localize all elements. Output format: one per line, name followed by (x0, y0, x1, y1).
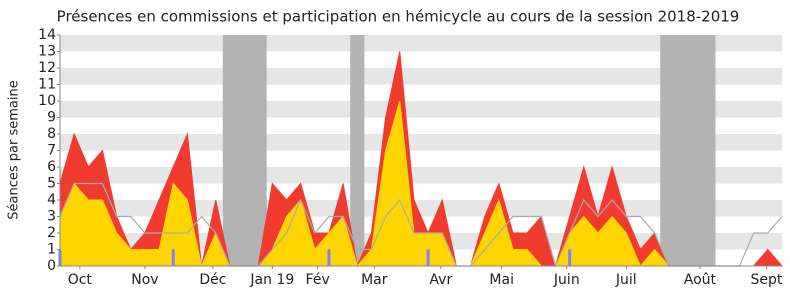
x-tick-label: Août (684, 272, 717, 288)
y-axis-label: Séances par semaine (7, 80, 22, 219)
bar (426, 249, 430, 266)
y-tick-label: 6 (47, 159, 56, 175)
x-tick-label: Avr (429, 272, 452, 288)
y-tick-label: 13 (38, 44, 56, 60)
bar (171, 249, 175, 266)
x-tick-label: Juin (553, 272, 580, 288)
y-tick-label: 5 (47, 176, 56, 192)
bar (568, 249, 572, 266)
y-tick-label: 14 (38, 27, 56, 43)
vacation-band (350, 35, 365, 266)
y-tick-label: 2 (47, 225, 56, 241)
x-tick-label: Fév (306, 272, 330, 288)
y-tick-label: 3 (47, 209, 56, 225)
x-tick-label: Juil (615, 272, 637, 288)
x-tick-label: Mar (361, 272, 388, 288)
x-tick-label: Déc (199, 272, 226, 288)
x-tick-label: Oct (68, 272, 93, 288)
chart-title: Présences en commissions et participatio… (57, 8, 740, 26)
y-tick-label: 11 (38, 77, 56, 93)
x-tick-label: Jan 19 (249, 272, 294, 288)
y-tick-label: 8 (47, 126, 56, 142)
y-tick-label: 1 (47, 242, 56, 258)
vacation-band (660, 35, 716, 266)
x-tick-label: Nov (131, 272, 158, 288)
y-tick-label: 10 (38, 93, 56, 109)
x-tick-label: Sept (750, 272, 782, 288)
y-tick-label: 4 (47, 192, 56, 208)
y-tick-label: 7 (47, 143, 56, 159)
bar (327, 249, 331, 266)
y-tick-label: 12 (38, 60, 56, 76)
y-tick-label: 9 (47, 110, 56, 126)
x-tick-label: Mai (489, 272, 514, 288)
line (59, 182, 783, 268)
vacation-band (222, 35, 267, 266)
y-tick-label: 0 (47, 258, 56, 274)
